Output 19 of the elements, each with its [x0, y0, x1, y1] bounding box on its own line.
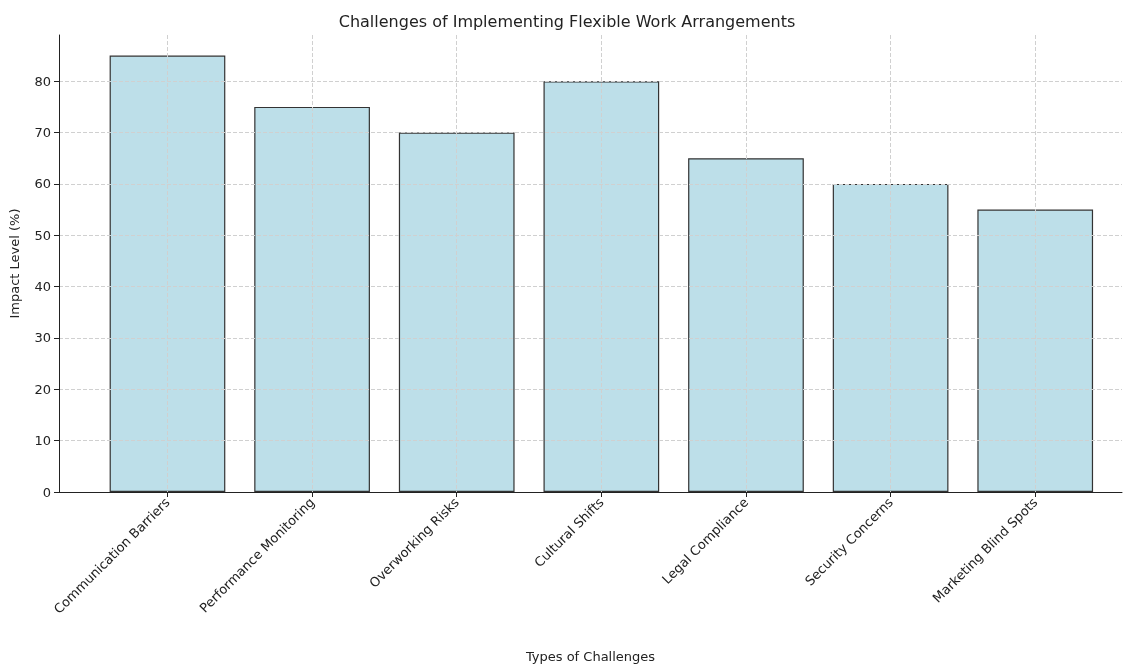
y-tick-label: 60 — [34, 176, 51, 192]
bar — [832, 183, 949, 492]
y-tick-label: 70 — [34, 125, 51, 141]
y-tick-label: 40 — [34, 279, 51, 295]
bar — [977, 209, 1094, 492]
y-axis-title: Impact Level (%) — [7, 208, 22, 319]
y-tick-label: 80 — [34, 73, 51, 89]
x-axis-title: Types of Challenges — [524, 649, 656, 664]
y-tick-label: 30 — [34, 330, 51, 346]
y-tick-label: 20 — [34, 381, 51, 397]
bar — [398, 132, 515, 492]
bar — [254, 106, 370, 492]
chart-title: Challenges of Implementing Flexible Work Arrangements — [338, 11, 796, 31]
y-tick-label: 0 — [42, 484, 51, 500]
bar — [109, 55, 226, 492]
bar — [688, 158, 804, 492]
y-tick-label: 50 — [34, 227, 51, 243]
y-tick-label: 10 — [34, 433, 51, 449]
bar — [543, 81, 660, 492]
